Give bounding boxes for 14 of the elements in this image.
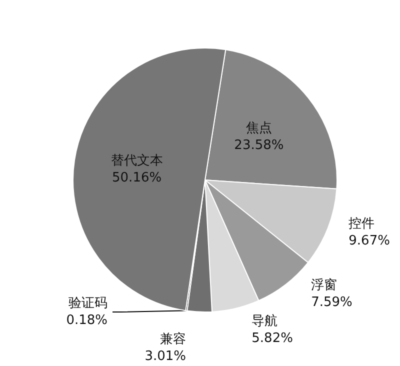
slice-label: 替代文本 — [110, 154, 163, 169]
data-label: 7.59% — [311, 295, 352, 310]
data-label: 23.58% — [234, 138, 284, 153]
data-label: 3.01% — [144, 349, 186, 364]
data-label: 9.67% — [348, 233, 390, 248]
slice-label: 兼容 — [160, 331, 186, 347]
slice-label: 焦点 — [246, 120, 272, 136]
slice-label: 导航 — [252, 314, 278, 330]
slice-label: 浮窗 — [311, 277, 338, 294]
data-label: 50.16% — [112, 170, 162, 186]
data-label: 5.82% — [252, 331, 293, 346]
slice-label: 控件 — [348, 216, 375, 232]
slice-label: 验证码 — [68, 296, 108, 311]
data-label: 0.18% — [66, 313, 108, 328]
